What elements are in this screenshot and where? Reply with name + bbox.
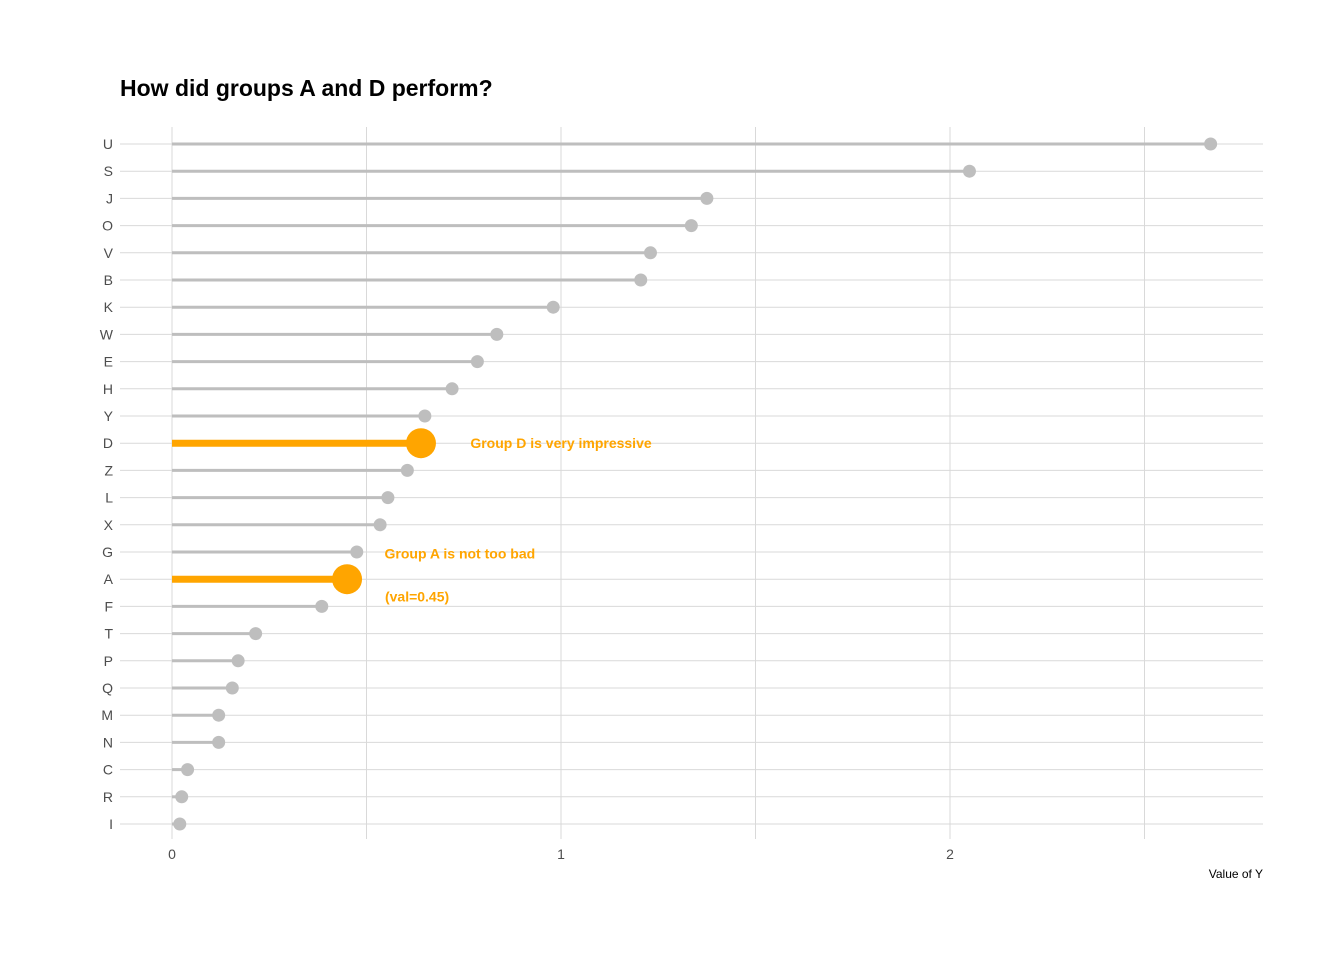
category-label-A: A	[104, 571, 114, 587]
point-Z	[400, 463, 414, 477]
category-label-Y: Y	[104, 408, 114, 424]
point-N	[212, 735, 226, 749]
point-L	[381, 491, 395, 505]
x-tick-label: 1	[557, 846, 565, 862]
point-Q	[225, 681, 239, 695]
point-R	[175, 790, 189, 804]
x-tick-label: 2	[946, 846, 954, 862]
category-label-O: O	[102, 218, 113, 234]
point-layer	[173, 137, 1218, 831]
category-label-E: E	[104, 354, 113, 370]
point-D	[405, 428, 436, 459]
point-P	[231, 654, 245, 668]
point-M	[212, 708, 226, 722]
point-S	[962, 164, 976, 178]
grid-layer	[120, 127, 1263, 839]
point-J	[700, 191, 714, 205]
point-E	[470, 355, 484, 369]
annotations: Group D is very impressive Group A is not…	[385, 435, 652, 604]
category-label-R: R	[103, 789, 113, 805]
x-tick-label: 0	[168, 846, 176, 862]
category-label-J: J	[106, 190, 113, 206]
category-label-V: V	[104, 245, 114, 261]
x-axis-title: Value of Y	[1209, 867, 1263, 881]
category-label-N: N	[103, 734, 113, 750]
category-label-P: P	[104, 653, 113, 669]
category-label-M: M	[101, 707, 113, 723]
point-A	[332, 564, 363, 595]
point-B	[634, 273, 648, 287]
category-label-Q: Q	[102, 680, 113, 696]
category-label-L: L	[105, 490, 113, 506]
point-G	[350, 545, 364, 559]
point-V	[643, 246, 657, 260]
point-X	[373, 518, 387, 532]
x-tick-labels: 0 1 2	[168, 846, 954, 862]
category-label-X: X	[104, 517, 114, 533]
point-U	[1204, 137, 1218, 151]
point-I	[173, 817, 187, 831]
annotation-A: (val=0.45)	[385, 588, 449, 604]
point-O	[684, 219, 698, 233]
category-label-I: I	[109, 816, 113, 832]
category-label-U: U	[103, 136, 113, 152]
point-F	[315, 599, 329, 613]
category-label-C: C	[103, 762, 113, 778]
point-W	[490, 327, 504, 341]
point-T	[249, 627, 263, 641]
category-label-D: D	[103, 435, 113, 451]
annotation-A: Group A is not too bad	[385, 545, 536, 561]
chart-title: How did groups A and D perform?	[120, 75, 493, 101]
category-label-H: H	[103, 381, 113, 397]
category-label-B: B	[104, 272, 113, 288]
point-H	[445, 382, 459, 396]
category-label-T: T	[104, 626, 113, 642]
category-label-K: K	[104, 299, 114, 315]
stem-layer	[172, 142, 1211, 826]
category-label-S: S	[104, 163, 113, 179]
category-label-F: F	[104, 598, 113, 614]
annotation-D: Group D is very impressive	[470, 435, 652, 451]
category-label-W: W	[100, 326, 114, 342]
point-Y	[418, 409, 432, 423]
category-label-Z: Z	[104, 462, 113, 478]
point-K	[546, 300, 560, 314]
category-label-G: G	[102, 544, 113, 560]
point-C	[181, 763, 195, 777]
